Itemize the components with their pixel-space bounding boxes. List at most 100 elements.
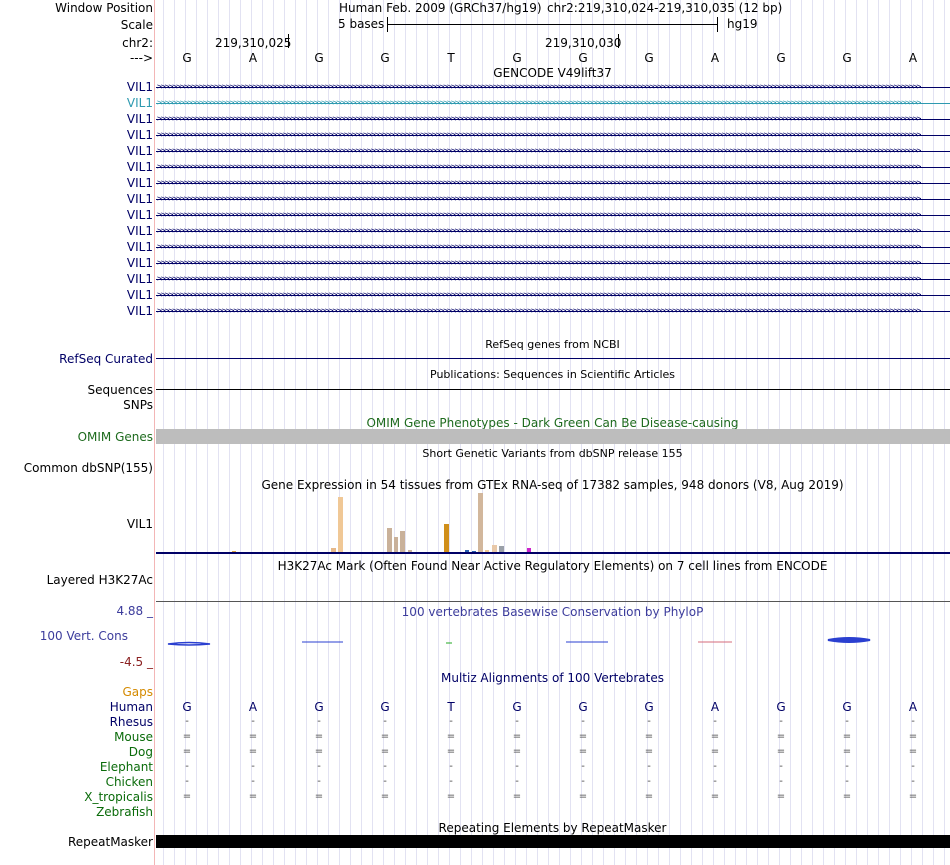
gene-row-line[interactable] xyxy=(156,263,950,264)
multiz-alignment-cell: G xyxy=(776,700,786,714)
multiz-alignment-cell: - xyxy=(449,776,453,787)
gene-row-label[interactable]: VIL1 xyxy=(126,224,153,238)
gene-row-label[interactable]: VIL1 xyxy=(126,176,153,190)
pubs-track-label[interactable]: Sequences xyxy=(87,383,153,397)
gene-strand-arrows: >>>>>>>>>>>>>>>>>>>>>>>>>>>>>>>>>>>>>>>>… xyxy=(157,210,921,219)
multiz-alignment-cell: - xyxy=(383,776,387,787)
multiz-alignment-cell: - xyxy=(185,776,189,787)
multiz-species-label[interactable]: Dog xyxy=(128,745,153,759)
coord-right: 219,310,030 xyxy=(545,36,622,50)
multiz-alignment-cell: G xyxy=(842,700,852,714)
gtex-bar-graph[interactable] xyxy=(156,492,950,556)
multiz-alignment-cell: A xyxy=(248,700,258,714)
multiz-alignment-cell: = xyxy=(908,791,918,802)
gene-row-line[interactable] xyxy=(156,87,950,88)
phylop-track-label[interactable]: 100 Vert. Cons xyxy=(39,629,128,643)
multiz-alignment-cell: = xyxy=(842,791,852,802)
scale-text: 5 bases xyxy=(338,17,385,31)
gene-row-line[interactable] xyxy=(156,311,950,312)
refseq-track-label[interactable]: RefSeq Curated xyxy=(59,352,153,366)
multiz-alignment-cell: - xyxy=(515,716,519,727)
gene-row-line[interactable] xyxy=(156,183,950,184)
gene-row-line[interactable] xyxy=(156,247,950,248)
phylop-track-title: 100 vertebrates Basewise Conservation by… xyxy=(401,605,704,619)
gtex-track-label[interactable]: VIL1 xyxy=(126,517,153,531)
gene-strand-arrows: >>>>>>>>>>>>>>>>>>>>>>>>>>>>>>>>>>>>>>>>… xyxy=(157,194,921,203)
gene-row-label[interactable]: VIL1 xyxy=(126,240,153,254)
gene-row-label[interactable]: VIL1 xyxy=(126,288,153,302)
gene-row-label[interactable]: VIL1 xyxy=(126,256,153,270)
coord-right-tick xyxy=(618,34,619,48)
multiz-species-label[interactable]: Rhesus xyxy=(109,715,153,729)
omim-bar[interactable] xyxy=(156,429,950,444)
multiz-alignment-cell: - xyxy=(515,776,519,787)
multiz-alignment-cell: - xyxy=(713,761,717,772)
omim-track-title: OMIM Gene Phenotypes - Dark Green Can Be… xyxy=(366,416,739,430)
gene-row-line[interactable] xyxy=(156,103,950,104)
multiz-alignment-cell: = xyxy=(644,746,654,757)
multiz-alignment-cell: = xyxy=(776,791,786,802)
multiz-species-label[interactable]: Zebrafish xyxy=(96,805,153,819)
multiz-alignment-cell: - xyxy=(317,776,321,787)
multiz-alignment-cell: - xyxy=(779,776,783,787)
gene-row-label[interactable]: VIL1 xyxy=(126,192,153,206)
multiz-alignment-cell: - xyxy=(713,716,717,727)
gene-row-label[interactable]: VIL1 xyxy=(126,144,153,158)
gene-strand-arrows: >>>>>>>>>>>>>>>>>>>>>>>>>>>>>>>>>>>>>>>>… xyxy=(157,306,921,315)
multiz-alignment-cell: - xyxy=(581,716,585,727)
gene-row-label[interactable]: VIL1 xyxy=(126,80,153,94)
refseq-gene-line[interactable] xyxy=(156,358,950,359)
omim-track-label[interactable]: OMIM Genes xyxy=(77,430,153,444)
gene-row-line[interactable] xyxy=(156,167,950,168)
multiz-species-label[interactable]: Elephant xyxy=(99,760,153,774)
repeatmasker-bar[interactable] xyxy=(156,835,950,848)
multiz-alignment-cell: - xyxy=(185,761,189,772)
gene-row-line[interactable] xyxy=(156,199,950,200)
multiz-alignment-cell: G xyxy=(512,700,522,714)
gene-row-label[interactable]: VIL1 xyxy=(126,272,153,286)
multiz-alignment-cell: = xyxy=(182,731,192,742)
multiz-alignment-cell: G xyxy=(314,700,324,714)
multiz-species-label[interactable]: Gaps xyxy=(122,685,153,699)
multiz-species-label[interactable]: Human xyxy=(109,700,153,714)
dbsnp-track-label[interactable]: Common dbSNP(155) xyxy=(23,461,153,475)
scale-bar-left-tick xyxy=(387,17,388,32)
multiz-alignment-cell: = xyxy=(248,791,258,802)
gene-strand-arrows: >>>>>>>>>>>>>>>>>>>>>>>>>>>>>>>>>>>>>>>>… xyxy=(157,114,921,123)
gene-row-line[interactable] xyxy=(156,151,950,152)
gene-row-line[interactable] xyxy=(156,135,950,136)
multiz-alignment-cell: - xyxy=(647,716,651,727)
base-letter: G xyxy=(842,51,852,65)
base-letter: T xyxy=(447,51,455,65)
gene-row-label[interactable]: VIL1 xyxy=(126,304,153,318)
base-letter: G xyxy=(776,51,786,65)
multiz-species-label[interactable]: Mouse xyxy=(114,730,153,744)
gene-row-label[interactable]: VIL1 xyxy=(126,208,153,222)
multiz-alignment-cell: - xyxy=(779,716,783,727)
multiz-species-label[interactable]: X_tropicalis xyxy=(84,790,153,804)
gene-row-line[interactable] xyxy=(156,295,950,296)
gene-row-line[interactable] xyxy=(156,279,950,280)
h3k27ac-track-label[interactable]: Layered H3K27Ac xyxy=(46,573,153,587)
gene-row-line[interactable] xyxy=(156,231,950,232)
gene-row-line[interactable] xyxy=(156,215,950,216)
multiz-species-label[interactable]: Chicken xyxy=(105,775,153,789)
multiz-alignment-cell: - xyxy=(713,776,717,787)
gene-row-label[interactable]: VIL1 xyxy=(126,160,153,174)
phylop-min-label: -4.5 _ xyxy=(119,655,153,669)
repeatmasker-track-label[interactable]: RepeatMasker xyxy=(67,835,153,849)
gtex-track-title: Gene Expression in 54 tissues from GTEx … xyxy=(261,478,844,492)
gene-row-label[interactable]: VIL1 xyxy=(126,128,153,142)
multiz-alignment-cell: = xyxy=(644,731,654,742)
pubs-line[interactable] xyxy=(156,389,950,390)
repeatmasker-track-title: Repeating Elements by RepeatMasker xyxy=(438,821,667,835)
multiz-alignment-cell: = xyxy=(578,746,588,757)
gene-row-label[interactable]: VIL1 xyxy=(126,112,153,126)
snps-track-label[interactable]: SNPs xyxy=(123,398,153,412)
multiz-alignment-cell: = xyxy=(710,791,720,802)
gene-row-line[interactable] xyxy=(156,119,950,120)
phylop-graph[interactable] xyxy=(156,633,950,653)
multiz-alignment-cell: - xyxy=(449,716,453,727)
multiz-alignment-cell: = xyxy=(710,746,720,757)
gene-row-label[interactable]: VIL1 xyxy=(126,96,153,110)
